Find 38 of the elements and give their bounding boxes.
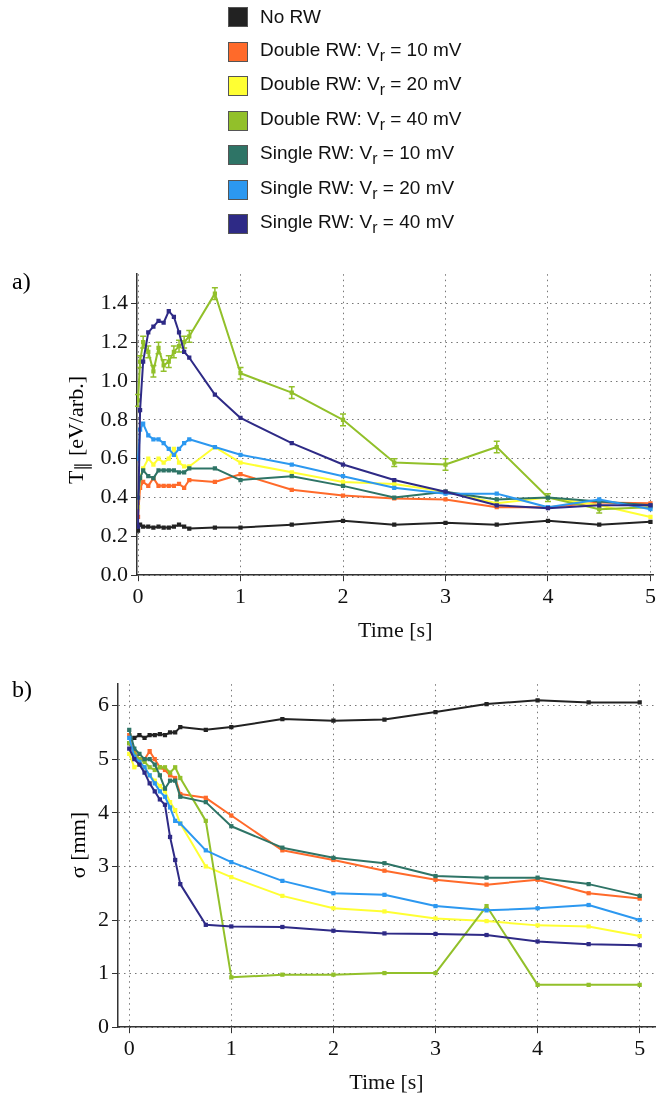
- y-tick-label: 6: [98, 691, 109, 717]
- y-tick-label: 1: [98, 959, 109, 985]
- y-tick-label: 1.0: [100, 366, 128, 392]
- y-tick-label: 0.8: [100, 405, 128, 431]
- legend-label: Double RW: V$_{r}$ = 10 mV: [260, 38, 462, 65]
- legend-label: Single RW: V$_{r}$ = 40 mV: [260, 211, 455, 238]
- x-axis-title: Time [s]: [358, 616, 433, 642]
- y-tick-label: 2: [98, 905, 109, 931]
- legend-label: Double RW: V$_{r}$ = 40 mV: [260, 107, 462, 134]
- legend-label: Single RW: V$_{r}$ = 10 mV: [260, 142, 455, 169]
- y-tick-label: 0.0: [100, 560, 128, 586]
- y-tick-label: 0: [98, 1012, 109, 1038]
- y-tick-label: 0.4: [100, 483, 128, 509]
- text: b): [12, 676, 32, 703]
- x-tick-label: 1: [235, 583, 247, 609]
- x-tick-label: 3: [440, 583, 451, 609]
- legend-label: Single RW: V$_{r}$ = 20 mV: [260, 176, 455, 203]
- legend-label: Double RW: V$_{r}$ = 20 mV: [260, 73, 462, 100]
- x-tick-label: 2: [327, 1035, 339, 1061]
- x-tick-label: 4: [542, 583, 554, 609]
- legend-label: No RW: [260, 6, 321, 29]
- x-tick-label: 4: [532, 1035, 544, 1061]
- x-tick-label: 3: [430, 1035, 441, 1061]
- text: a): [12, 268, 31, 295]
- y-tick-label: 3: [98, 852, 109, 878]
- x-tick-label: 5: [644, 583, 656, 609]
- x-tick-label: 2: [337, 583, 349, 609]
- y-tick-label: 0.2: [100, 522, 128, 548]
- y-axis-title: σ [mm]: [65, 811, 91, 879]
- x-tick-label: 5: [634, 1035, 646, 1061]
- x-tick-label: 1: [225, 1035, 237, 1061]
- y-tick-label: 1.2: [100, 327, 128, 353]
- y-tick-label: 0.6: [100, 444, 128, 470]
- y-tick-label: 1.4: [100, 289, 128, 315]
- x-tick-label: 0: [132, 583, 144, 609]
- x-axis-title: Time [s]: [349, 1068, 424, 1094]
- y-tick-label: 4: [98, 798, 109, 824]
- y-tick-label: 5: [98, 745, 109, 771]
